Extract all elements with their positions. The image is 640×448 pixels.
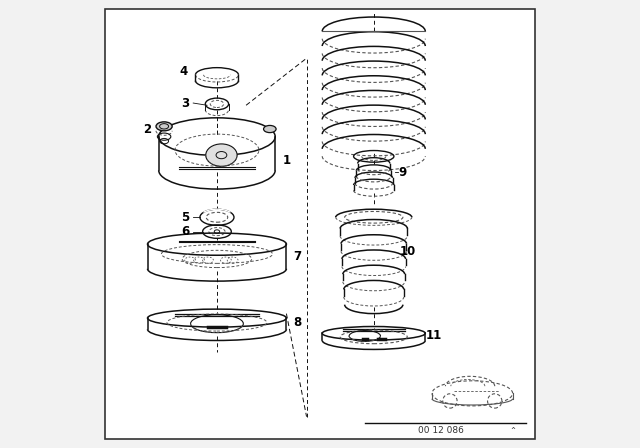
Text: 9: 9: [399, 166, 407, 179]
Text: ⌃: ⌃: [509, 426, 516, 435]
Text: 10: 10: [399, 245, 415, 258]
Text: 5: 5: [182, 211, 189, 224]
Text: 1: 1: [282, 154, 291, 167]
Text: 11: 11: [426, 328, 442, 342]
Text: 3: 3: [182, 96, 189, 110]
Ellipse shape: [156, 122, 172, 131]
Ellipse shape: [264, 125, 276, 133]
Text: 8: 8: [294, 316, 301, 329]
Text: 6: 6: [182, 225, 189, 238]
Ellipse shape: [206, 144, 237, 166]
Text: 7: 7: [294, 250, 301, 263]
Text: 4: 4: [179, 65, 188, 78]
Text: 00 12 086: 00 12 086: [418, 426, 464, 435]
Text: 2: 2: [143, 123, 152, 137]
